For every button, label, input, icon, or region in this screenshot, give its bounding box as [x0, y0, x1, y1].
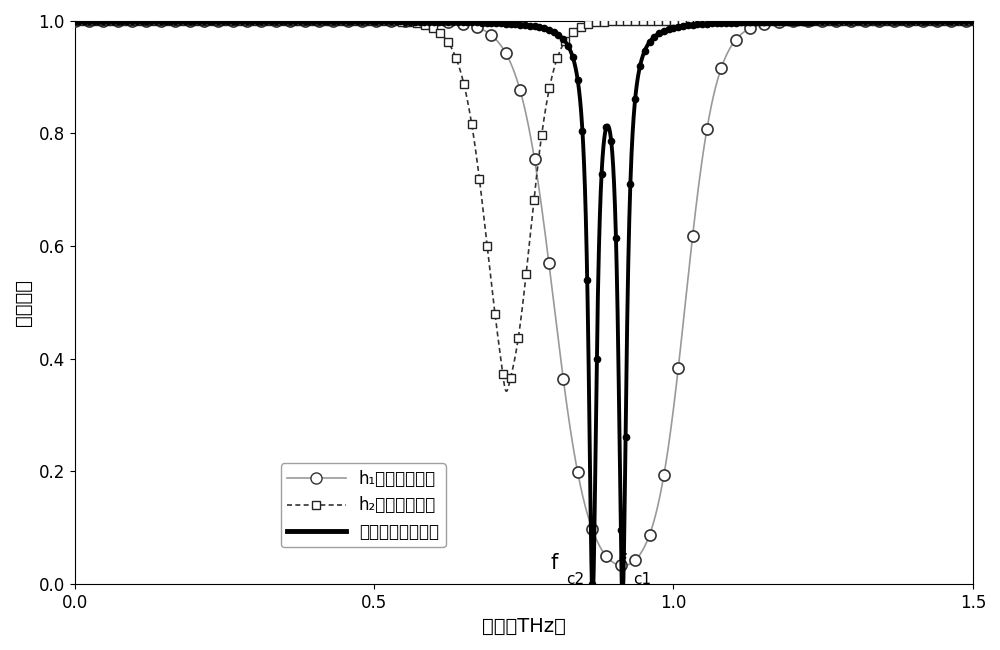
Text: c1: c1	[633, 571, 651, 587]
Text: c2: c2	[566, 571, 584, 587]
X-axis label: 频率（THz）: 频率（THz）	[482, 617, 566, 636]
Legend: h₁单一周期光栏, h₂单一周期光栏, 复合周期金属光栏: h₁单一周期光栏, h₂单一周期光栏, 复合周期金属光栏	[281, 463, 446, 547]
Text: f: f	[618, 552, 626, 573]
Y-axis label: 传输幅度: 传输幅度	[14, 279, 33, 326]
Text: f: f	[551, 552, 558, 573]
